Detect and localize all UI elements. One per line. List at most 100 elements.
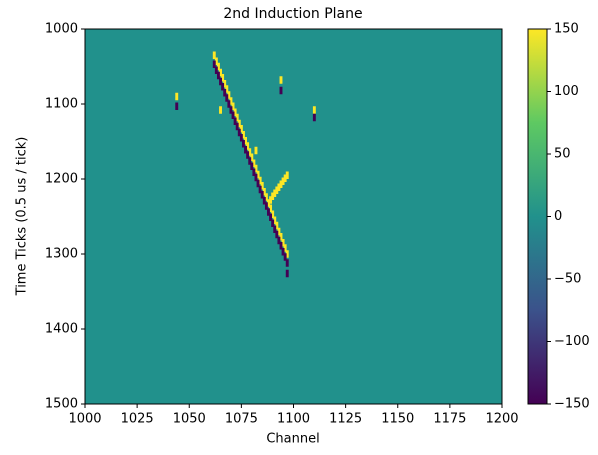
heatmap-cell: [267, 199, 270, 207]
heatmap-cell: [260, 182, 264, 190]
heatmap-cell: [237, 119, 241, 128]
heatmap-cell: [244, 146, 248, 154]
heatmap-cell: [216, 62, 220, 71]
heatmap-cell: [227, 100, 231, 108]
x-tick-label: 1025: [121, 412, 154, 427]
x-tick-label: 1200: [485, 412, 518, 427]
heatmap-cell: [229, 97, 233, 105]
heatmap-cell: [223, 80, 227, 88]
heatmap-cell: [269, 204, 273, 212]
heatmap-cell: [219, 106, 222, 114]
heatmap-cell: [312, 106, 316, 114]
heatmap-cell: [252, 168, 256, 176]
heatmap-cell: [216, 71, 220, 80]
heatmap-cell: [214, 66, 218, 74]
colorbar-tick-label: 0: [554, 209, 562, 224]
colorbar-tick-label: −150: [554, 397, 590, 412]
heatmap-cell: [231, 102, 235, 110]
heatmap-cell: [225, 85, 229, 93]
heatmap-cell: [262, 188, 266, 196]
x-tick-label: 1125: [329, 412, 362, 427]
heatmap-cell: [175, 92, 179, 101]
heatmap-cell: [246, 142, 250, 150]
heatmap-cell: [271, 210, 275, 218]
heatmap-cell: [283, 253, 287, 261]
colorbar-tick-label: 100: [554, 84, 579, 99]
heatmap-cell: [214, 57, 218, 65]
colorbar-tick-label: 50: [554, 147, 571, 162]
heatmap-cell: [254, 164, 258, 173]
heatmap-cell: [225, 94, 229, 102]
heatmap-cell: [269, 196, 273, 204]
heatmap-cell: [285, 250, 289, 258]
heatmap-cell: [271, 219, 275, 227]
x-tick-label: 1150: [381, 412, 414, 427]
heatmap-cell: [275, 221, 279, 230]
colorbar-tick-label: −100: [554, 334, 590, 349]
heatmap-cell: [239, 125, 243, 133]
heatmap-cell: [223, 89, 227, 97]
heatmap-cell: [248, 148, 252, 156]
heatmap-cell: [212, 51, 216, 59]
x-tick-label: 1050: [173, 412, 206, 427]
heatmap-cell: [231, 111, 235, 119]
heatmap-cell: [250, 153, 254, 161]
heatmap-cell: [285, 259, 289, 267]
heatmap-cell: [246, 151, 250, 159]
heatmap-cell: [256, 179, 260, 188]
y-tick-label: 1400: [45, 322, 78, 337]
heatmap-cell: [254, 173, 258, 182]
colorbar-tick-label: 150: [554, 22, 579, 37]
heatmap-cell: [312, 113, 316, 122]
heatmap-cell: [219, 68, 222, 77]
heatmap-cell: [221, 83, 225, 91]
heatmap-cell: [219, 77, 222, 86]
x-tick-label: 1075: [225, 412, 258, 427]
heatmap-cell: [277, 236, 281, 245]
colorbar: [527, 28, 548, 405]
heatmap-cell: [281, 248, 285, 256]
y-tick-label: 1200: [45, 172, 78, 187]
heatmap-cell: [279, 86, 283, 95]
y-axis-label: Time Ticks (0.5 us / tick): [15, 137, 30, 297]
heatmap-cell: [267, 208, 270, 216]
heatmap-cell: [271, 192, 275, 200]
heatmap-cell: [285, 171, 289, 179]
heatmap-cell: [281, 177, 285, 185]
x-tick-label: 1100: [277, 412, 310, 427]
heatmap-cell: [269, 213, 273, 221]
y-tick-label: 1500: [45, 397, 78, 412]
y-tick-label: 1000: [45, 22, 78, 37]
heatmap-cell: [235, 113, 239, 122]
x-tick-label: 1175: [433, 412, 466, 427]
heatmap-cell: [250, 162, 254, 170]
heatmap-cell: [273, 216, 277, 224]
heatmap-cell: [235, 122, 239, 131]
heatmap-cell: [258, 176, 262, 185]
colorbar-tick-label: −50: [554, 272, 581, 287]
heatmap-cell: [279, 242, 283, 250]
heatmap-cell: [283, 174, 287, 182]
x-tick-label: 1000: [68, 412, 101, 427]
heatmap-cell: [275, 186, 279, 194]
heatmap-cell: [283, 244, 287, 252]
heatmap-background: [85, 29, 502, 404]
heatmap-cell: [260, 191, 264, 199]
heatmap-cell: [229, 106, 233, 114]
heatmap-cell: [239, 134, 243, 142]
heatmap-cell: [254, 146, 258, 155]
heatmap-cell: [264, 193, 268, 201]
heatmap-cell: [256, 170, 260, 179]
heatmap-cell: [277, 227, 281, 236]
heatmap-cell: [285, 269, 289, 278]
heatmap-cell: [227, 91, 231, 99]
heatmap-cell: [262, 197, 266, 205]
x-axis-label: Channel: [266, 432, 319, 447]
heatmap-cell: [233, 108, 237, 116]
heatmap-cell: [212, 60, 216, 68]
heatmap-cell: [244, 137, 248, 145]
heatmap-cell: [258, 185, 262, 194]
heatmap-cell: [221, 74, 225, 82]
heatmap-cell: [264, 202, 268, 210]
